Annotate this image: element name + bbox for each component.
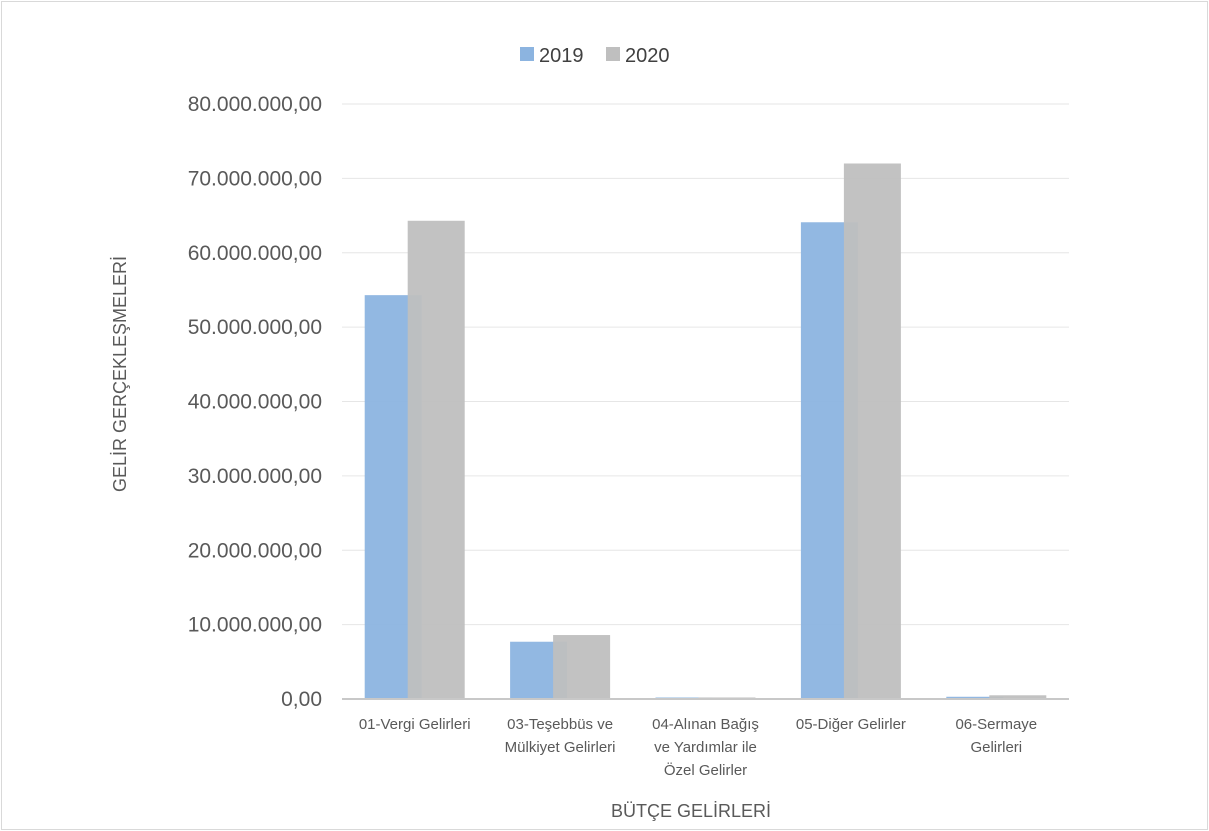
bar-2019 xyxy=(946,696,1004,699)
x-tick-label: ve Yardımlar ile xyxy=(654,739,757,756)
bar-2020 xyxy=(407,220,465,700)
bar-2020 xyxy=(989,695,1047,699)
x-tick-label: 05-Diğer Gelirler xyxy=(796,716,906,733)
y-tick-label: 40.000.000,00 xyxy=(188,391,322,414)
y-tick-label: 0,00 xyxy=(281,688,322,711)
x-axis-categories: 01-Vergi Gelirleri 03-Teşebbüs ve Mülkiyet… xyxy=(359,716,1037,779)
y-tick-label: 10.000.000,00 xyxy=(188,614,322,637)
x-tick-label: Özel Gelirler xyxy=(664,761,747,779)
legend-label: 2020 xyxy=(625,45,670,67)
y-tick-label: 60.000.000,00 xyxy=(188,242,322,265)
bar-2020 xyxy=(843,163,901,699)
y-tick-label: 30.000.000,00 xyxy=(188,465,322,488)
x-tick-label: 06-Sermaye xyxy=(955,716,1037,733)
x-tick-label: 03-Teşebbüs ve xyxy=(507,716,613,733)
x-tick-label: Gelirleri xyxy=(970,739,1022,756)
y-tick-label: 80.000.000,00 xyxy=(188,93,322,116)
legend-label: 2019 xyxy=(539,45,584,67)
bars xyxy=(364,163,1047,700)
legend-swatch-2020 xyxy=(606,47,620,61)
y-axis-ticks: 0,00 10.000.000,00 20.000.000,00 30.000.000… xyxy=(188,93,322,711)
y-axis-title: GELİR GERÇEKLEŞMELERİ xyxy=(110,256,130,492)
x-tick-label: 01-Vergi Gelirleri xyxy=(359,716,471,733)
y-tick-label: 50.000.000,00 xyxy=(188,316,322,339)
bar-2020 xyxy=(553,635,611,699)
y-tick-label: 20.000.000,00 xyxy=(188,539,322,562)
legend-swatch-2019 xyxy=(520,47,534,61)
x-tick-label: 04-Alınan Bağış xyxy=(652,716,759,733)
y-tick-label: 70.000.000,00 xyxy=(188,167,322,190)
legend: 2019 2020 xyxy=(520,45,670,67)
x-tick-label: Mülkiyet Gelirleri xyxy=(505,739,616,756)
x-axis-title: BÜTÇE GELİRLERİ xyxy=(611,801,771,821)
